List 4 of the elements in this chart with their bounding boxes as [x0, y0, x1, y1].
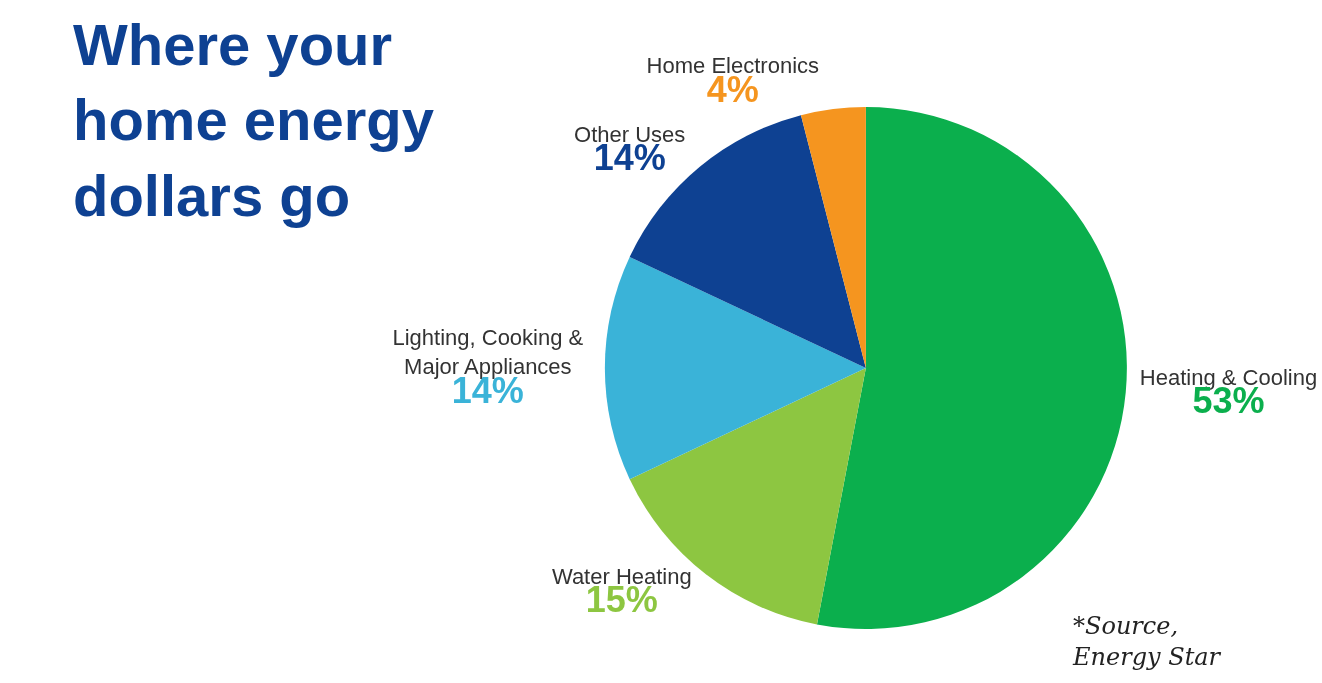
text: *Source, Energy Star [1072, 612, 1222, 672]
text: Where your home energy dollars go [73, 12, 434, 228]
pie-slice [605, 256, 866, 480]
pie-slice [800, 107, 866, 369]
